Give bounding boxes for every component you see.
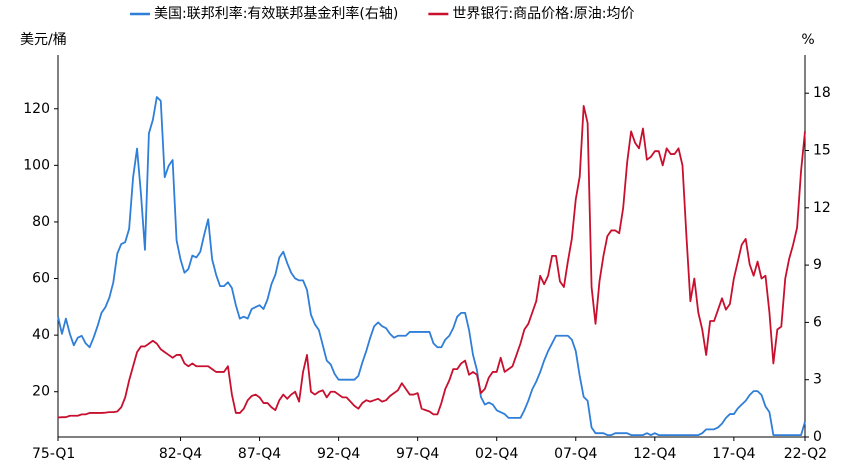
x-tick-label: 92-Q4 bbox=[317, 446, 360, 462]
y2-tick-label: 12 bbox=[813, 200, 831, 216]
x-tick-label: 87-Q4 bbox=[238, 446, 281, 462]
legend-label: 美国:联邦利率:有效联邦基金利率(右轴) bbox=[154, 5, 398, 22]
y-tick-label: 120 bbox=[23, 101, 50, 117]
x-tick-label: 17-Q4 bbox=[712, 446, 755, 462]
y-tick-label: 60 bbox=[32, 271, 50, 287]
y2-tick-label: 0 bbox=[813, 429, 822, 445]
legend-label: 世界银行:商品价格:原油:均价 bbox=[452, 6, 634, 22]
x-tick-label: 02-Q4 bbox=[475, 446, 518, 462]
y2-tick-label: 3 bbox=[813, 372, 822, 388]
y2-tick-label: 15 bbox=[813, 143, 831, 159]
y2-axis-unit: % bbox=[801, 32, 814, 48]
y-tick-label: 100 bbox=[23, 157, 50, 173]
y2-tick-label: 18 bbox=[813, 85, 831, 101]
y2-tick-label: 6 bbox=[813, 314, 822, 330]
x-tick-label: 97-Q4 bbox=[396, 446, 439, 462]
x-tick-label: 82-Q4 bbox=[159, 446, 202, 462]
y-tick-label: 20 bbox=[32, 384, 50, 400]
y-tick-label: 40 bbox=[32, 327, 50, 343]
x-tick-label: 75-Q1 bbox=[32, 446, 75, 462]
y-axis-unit: 美元/桶 bbox=[20, 32, 67, 48]
x-tick-label: 22-Q2 bbox=[784, 446, 827, 462]
x-tick-label: 12-Q4 bbox=[633, 446, 676, 462]
x-tick-label: 07-Q4 bbox=[554, 446, 597, 462]
y-tick-label: 80 bbox=[32, 214, 50, 230]
data-line bbox=[57, 105, 806, 419]
y2-tick-label: 9 bbox=[813, 257, 822, 273]
data-line bbox=[57, 96, 806, 436]
